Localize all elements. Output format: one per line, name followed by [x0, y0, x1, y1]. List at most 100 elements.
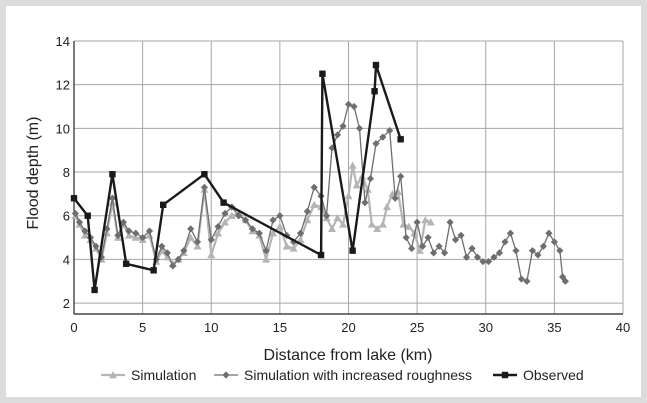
data-point [158, 242, 166, 250]
data-point [457, 231, 465, 239]
data-point [484, 257, 493, 266]
data-point [310, 183, 318, 191]
data-point [339, 122, 347, 130]
data-point [186, 233, 195, 241]
x-tick-label: 25 [410, 320, 424, 335]
data-point [131, 233, 140, 241]
data-point [495, 249, 504, 257]
data-point [290, 238, 298, 246]
data-point [91, 286, 98, 294]
data-point [367, 220, 376, 228]
data-point [227, 211, 236, 219]
y-tick-label: 14 [56, 34, 70, 49]
data-point [269, 216, 277, 224]
data-point [413, 218, 421, 226]
data-point [378, 220, 387, 228]
legend-swatch-marker [109, 371, 117, 379]
data-point [328, 224, 337, 233]
series-triangle [71, 161, 435, 267]
legend-label: Observed [523, 367, 584, 383]
data-point [310, 200, 319, 208]
data-point [150, 267, 157, 274]
data-point [408, 244, 416, 253]
data-point [397, 172, 405, 181]
data-point [451, 236, 460, 244]
data-point [349, 247, 356, 254]
data-point [402, 233, 410, 242]
data-point [344, 192, 353, 200]
data-point [421, 216, 430, 224]
data-point [248, 225, 257, 233]
data-point [71, 209, 79, 218]
data-point [207, 236, 215, 244]
data-point [517, 275, 526, 283]
data-point [523, 277, 531, 285]
series-layer [70, 61, 569, 294]
data-point [462, 253, 471, 261]
data-point [361, 199, 369, 207]
data-point [550, 238, 558, 246]
data-point [479, 257, 487, 266]
data-point [119, 218, 128, 226]
data-point [333, 213, 342, 222]
legend-swatch-marker [501, 371, 509, 379]
legend-item: Simulation with increased roughness [214, 367, 472, 383]
data-point [372, 140, 380, 148]
data-point [303, 207, 311, 215]
x-tick-label: 5 [139, 320, 146, 335]
data-point [207, 251, 216, 259]
legend-label: Simulation [131, 367, 196, 383]
data-point [114, 231, 122, 239]
data-point [317, 251, 325, 259]
data-point [339, 220, 348, 228]
data-point [419, 242, 427, 250]
series-line [74, 164, 432, 265]
data-point [296, 235, 305, 243]
data-point [382, 202, 391, 211]
data-point [372, 61, 380, 69]
data-point [528, 247, 537, 255]
legend-label: Simulation with increased roughness [244, 367, 472, 383]
data-point [125, 227, 133, 235]
data-point [220, 218, 229, 226]
data-point [214, 223, 222, 231]
data-point [468, 244, 476, 253]
data-point [426, 218, 435, 226]
data-point [269, 229, 278, 237]
legend: Simulation Simulation with increased roug… [101, 367, 584, 383]
data-point [545, 229, 553, 237]
data-point [139, 233, 147, 242]
data-point [355, 124, 364, 132]
data-point [446, 218, 454, 226]
data-point [397, 136, 404, 143]
data-point [160, 201, 167, 208]
data-point [435, 242, 443, 250]
data-point [350, 102, 358, 111]
data-point [328, 144, 336, 152]
legend-item: Observed [493, 367, 584, 383]
y-tick-label: 2 [63, 296, 70, 311]
chart-frame: 0 5 10 15 20 25 30 35 40 2 4 6 8 10 12 14 Flood depth (… [6, 6, 641, 397]
data-point [303, 216, 312, 224]
data-point [561, 277, 569, 285]
data-point [220, 199, 227, 206]
series-square [70, 61, 404, 294]
x-tick-label: 40 [616, 320, 630, 335]
data-point [399, 220, 408, 228]
data-point [84, 212, 91, 219]
data-point [559, 273, 567, 281]
x-tick-label: 30 [479, 320, 493, 335]
data-point [124, 231, 133, 239]
data-point [501, 238, 509, 246]
y-axis-label: Flood depth (m) [25, 117, 42, 230]
legend-item: Simulation [101, 367, 196, 383]
data-point [512, 247, 520, 255]
data-point [163, 249, 171, 257]
data-point [429, 249, 438, 257]
y-tick-label: 6 [63, 209, 70, 224]
data-point [386, 126, 394, 135]
data-point [322, 212, 331, 220]
flood-depth-chart: 0 5 10 15 20 25 30 35 40 2 4 6 8 10 12 14 Flood depth (… [25, 34, 630, 383]
data-point [352, 181, 361, 189]
y-tick-label: 12 [56, 78, 70, 93]
